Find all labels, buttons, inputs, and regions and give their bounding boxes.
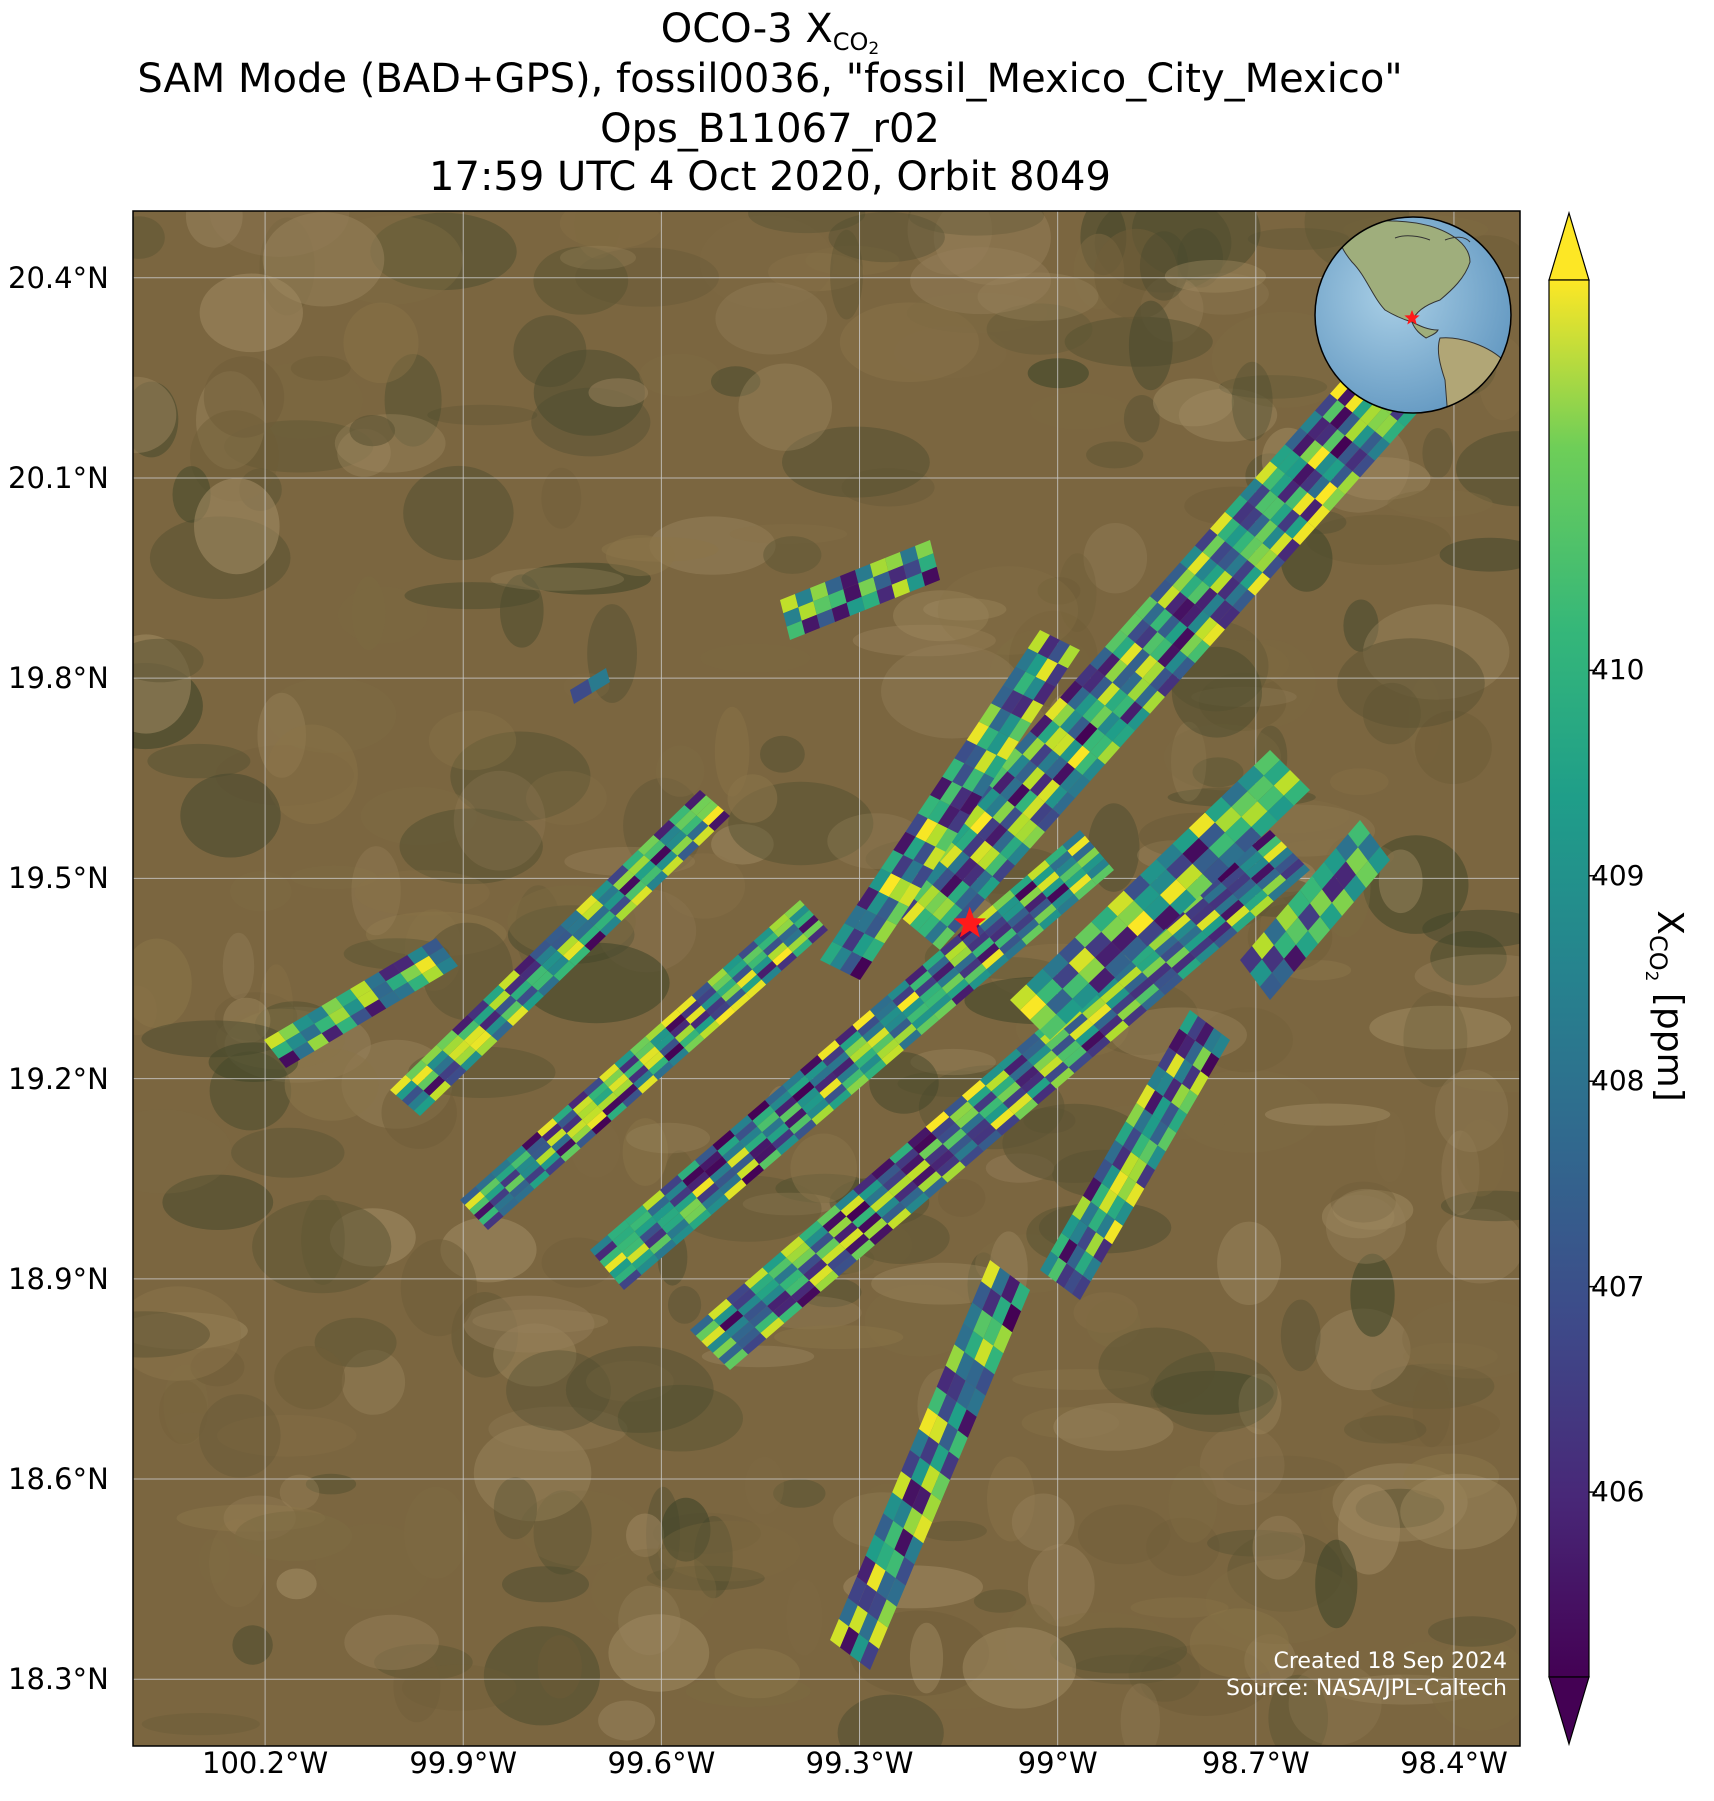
gridlines xyxy=(133,211,1520,1746)
swath-strip xyxy=(460,900,828,1230)
credit-source: Source: NASA/JPL-Caltech xyxy=(1225,1676,1507,1701)
swath-strip xyxy=(830,1260,1030,1670)
title-line-1: OCO-3 XCO2 xyxy=(660,6,880,59)
inset-globe xyxy=(1314,216,1512,414)
colorbar-gradient xyxy=(1548,279,1590,1678)
swath-strip xyxy=(1240,820,1390,1000)
colorbar-extend-low xyxy=(1548,1676,1590,1747)
colorbar-label: XCO2 [ppm] xyxy=(1641,910,1690,1102)
credit-created: Created 18 Sep 2024 xyxy=(1273,1649,1508,1674)
swath-strip xyxy=(690,830,1310,1370)
title-line-3: Ops_B11067_r02 xyxy=(600,106,940,152)
swath-strip xyxy=(570,668,610,704)
lat-tick-label: 19.5°N xyxy=(8,861,109,896)
lat-tick-label: 20.4°N xyxy=(8,260,109,295)
lon-tick-label: 98.7°W xyxy=(1201,1746,1310,1780)
swath-strip xyxy=(390,790,730,1116)
title-line-4: 17:59 UTC 4 Oct 2020, Orbit 8049 xyxy=(429,154,1111,200)
lat-tick-label: 18.3°N xyxy=(8,1662,109,1697)
lat-tick-label: 20.1°N xyxy=(8,460,109,495)
lon-tick-label: 99.3°W xyxy=(805,1746,914,1780)
colorbar-tick-label: 406 xyxy=(1591,1475,1645,1509)
lat-tick-label: 19.8°N xyxy=(8,661,109,696)
swath-strip xyxy=(590,830,1114,1290)
lon-tick-label: 98.4°W xyxy=(1400,1746,1508,1780)
swath-strip xyxy=(1040,1010,1230,1300)
swath-strip xyxy=(1010,750,1310,1040)
swath-strip xyxy=(264,938,458,1068)
colorbar-tick-label: 410 xyxy=(1591,653,1645,687)
terrain-texture xyxy=(133,211,1520,1746)
colorbar-extend-high xyxy=(1548,210,1590,281)
map-frame xyxy=(132,210,1521,1747)
title-line-2: SAM Mode (BAD+GPS), fossil0036, "fossil_… xyxy=(137,56,1403,102)
lat-tick-label: 18.6°N xyxy=(8,1462,109,1497)
xco2-swaths xyxy=(264,360,1420,1670)
colorbar-tick-label: 407 xyxy=(1591,1269,1645,1303)
lat-tick-label: 19.2°N xyxy=(8,1061,109,1096)
lon-tick-label: 99.9°W xyxy=(409,1746,518,1780)
colorbar xyxy=(1548,210,1597,1747)
lon-tick-label: 100.2°W xyxy=(201,1746,329,1780)
lat-tick-label: 18.9°N xyxy=(8,1261,109,1296)
swath-strip xyxy=(780,540,940,640)
colorbar-tick-label: 408 xyxy=(1591,1064,1645,1098)
colorbar-tick-label: 409 xyxy=(1591,858,1645,892)
target-star xyxy=(953,906,986,938)
swath-strip xyxy=(820,630,1080,980)
lon-tick-label: 99.6°W xyxy=(607,1746,716,1780)
lon-tick-label: 99°W xyxy=(1017,1746,1098,1780)
target-star-marker xyxy=(953,906,986,938)
